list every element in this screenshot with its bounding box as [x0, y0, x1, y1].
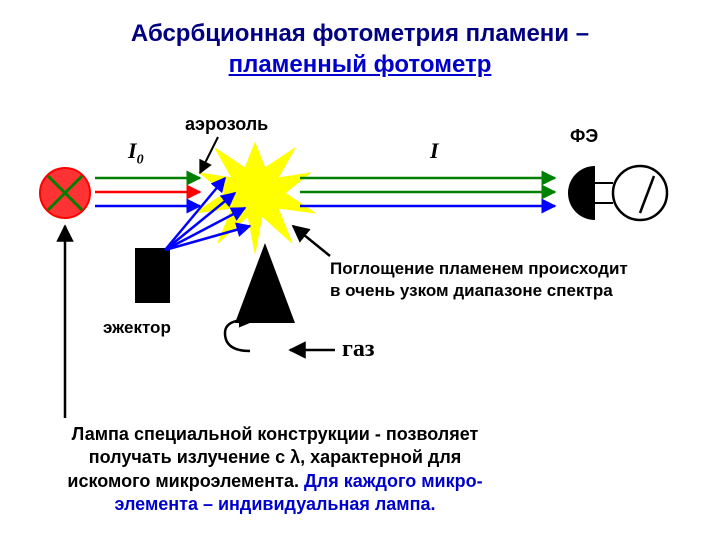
fe-label: ФЭ	[570, 126, 598, 147]
absorption-note: Поглощение пламенем происходит в очень у…	[330, 258, 628, 302]
i0-label: I0	[128, 138, 144, 168]
absorption-line-2: в очень узком диапазоне спектра	[330, 280, 628, 302]
i0-sub: 0	[137, 152, 144, 167]
lamp-note-3b: Для каждого микро-	[304, 471, 483, 491]
spray-4	[165, 226, 250, 250]
aerosol-label: аэрозоль	[185, 114, 268, 135]
burner-icon	[235, 243, 295, 323]
lamp-note: Лампа специальной конструкции - позволяе…	[35, 423, 515, 517]
absorption-line-1: Поглощение пламенем происходит	[330, 258, 628, 280]
absorption-pointer	[293, 226, 330, 256]
gas-arrow	[225, 320, 255, 351]
aerosol-pointer	[200, 137, 218, 173]
lamp-note-2: получать излучение с λ, характерной для	[35, 446, 515, 469]
lamp-note-3: искомого микроэлемента. Для каждого микр…	[35, 470, 515, 493]
i0-letter: I	[128, 138, 137, 163]
ejector-label: эжектор	[103, 318, 171, 338]
lamp-note-3a: искомого микроэлемента.	[67, 471, 304, 491]
gas-label: газ	[342, 336, 375, 363]
detector-icon	[568, 166, 595, 220]
spray-2	[165, 193, 235, 250]
i-label: I	[430, 138, 439, 164]
lamp-note-4: элемента – индивидуальная лампа.	[35, 493, 515, 516]
ejector-icon	[135, 248, 170, 303]
lamp-note-1: Лампа специальной конструкции - позволяе…	[35, 423, 515, 446]
spray-1	[165, 178, 225, 250]
